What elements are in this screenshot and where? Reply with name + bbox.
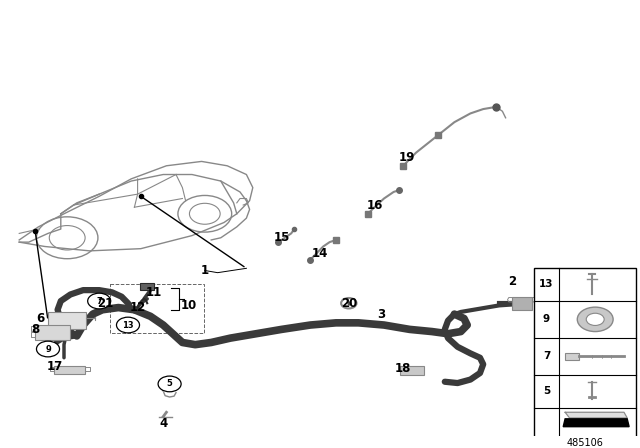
Text: 7: 7	[543, 351, 550, 362]
Text: 8: 8	[31, 323, 39, 336]
Circle shape	[36, 341, 60, 357]
Text: 18: 18	[395, 362, 412, 375]
Text: 3: 3	[377, 308, 385, 321]
Polygon shape	[563, 419, 629, 426]
Circle shape	[577, 307, 613, 332]
Text: 13: 13	[540, 280, 554, 289]
Polygon shape	[565, 412, 627, 418]
Text: 15: 15	[273, 231, 290, 244]
Text: 6: 6	[36, 312, 44, 325]
Circle shape	[116, 317, 140, 333]
Text: 5: 5	[543, 386, 550, 396]
Circle shape	[158, 376, 181, 392]
Text: 485106: 485106	[566, 439, 604, 448]
Text: 2: 2	[508, 275, 516, 288]
Text: 10: 10	[180, 299, 197, 312]
FancyBboxPatch shape	[48, 312, 86, 328]
Text: 11: 11	[145, 286, 162, 299]
Text: 19: 19	[398, 151, 415, 164]
Text: 17: 17	[46, 360, 63, 373]
Text: 7: 7	[97, 297, 102, 306]
Text: 4: 4	[159, 417, 167, 430]
Text: 20: 20	[340, 297, 357, 310]
Text: 14: 14	[312, 246, 328, 259]
Text: 21: 21	[97, 297, 114, 310]
Circle shape	[586, 313, 604, 325]
Text: 1: 1	[201, 264, 209, 277]
Text: 16: 16	[366, 198, 383, 211]
FancyBboxPatch shape	[400, 366, 424, 375]
FancyBboxPatch shape	[565, 353, 579, 360]
Text: 9: 9	[543, 314, 550, 324]
Text: 13: 13	[122, 320, 134, 330]
FancyBboxPatch shape	[512, 297, 532, 310]
Circle shape	[88, 293, 111, 309]
FancyBboxPatch shape	[54, 366, 85, 375]
FancyBboxPatch shape	[140, 283, 154, 290]
Text: 12: 12	[129, 301, 146, 314]
Text: 9: 9	[45, 345, 51, 353]
FancyBboxPatch shape	[35, 325, 70, 340]
FancyBboxPatch shape	[534, 268, 636, 439]
Text: 5: 5	[166, 379, 173, 388]
